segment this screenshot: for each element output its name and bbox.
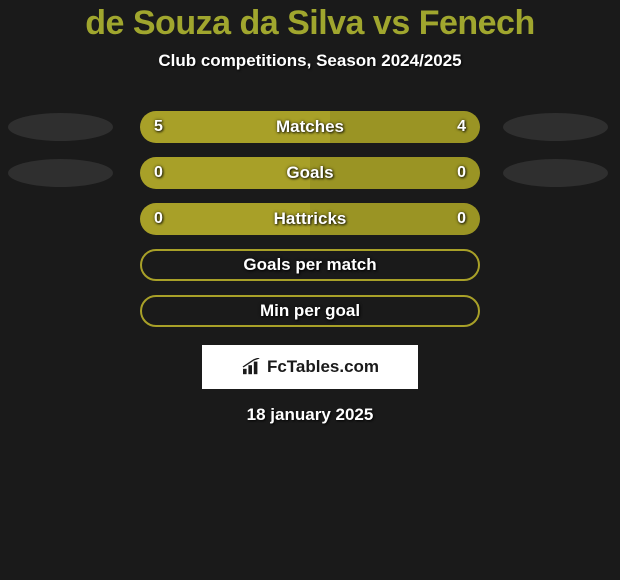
bar-fill-left	[140, 157, 310, 189]
stat-row: Goals per match	[0, 249, 620, 281]
stat-bar: 0 0 Goals	[140, 157, 480, 189]
flag-ellipse-right	[503, 159, 608, 187]
stat-value-left: 0	[154, 164, 163, 182]
stat-label: Matches	[276, 117, 344, 137]
page-title: de Souza da Silva vs Fenech	[0, 4, 620, 43]
comparison-card: de Souza da Silva vs Fenech Club competi…	[0, 0, 620, 425]
stat-bar: Min per goal	[140, 295, 480, 327]
footer-date: 18 january 2025	[0, 405, 620, 425]
stat-label: Goals	[286, 163, 333, 183]
flag-ellipse-right	[503, 113, 608, 141]
bar-fill-right	[310, 157, 480, 189]
stat-value-right: 0	[457, 164, 466, 182]
stat-bar: 0 0 Hattricks	[140, 203, 480, 235]
stat-label: Goals per match	[243, 255, 376, 275]
stat-label: Min per goal	[260, 301, 360, 321]
stat-label: Hattricks	[274, 209, 347, 229]
stat-row: Min per goal	[0, 295, 620, 327]
stat-row: 0 0 Hattricks	[0, 203, 620, 235]
stat-value-left: 0	[154, 210, 163, 228]
flag-ellipse-left	[8, 113, 113, 141]
stat-row: 0 0 Goals	[0, 157, 620, 189]
stat-bar: Goals per match	[140, 249, 480, 281]
player-a-name: de Souza da Silva	[85, 4, 364, 42]
subtitle: Club competitions, Season 2024/2025	[0, 51, 620, 71]
stat-bar: 5 4 Matches	[140, 111, 480, 143]
watermark-text: FcTables.com	[267, 357, 379, 377]
stat-value-left: 5	[154, 118, 163, 136]
stat-row: 5 4 Matches	[0, 111, 620, 143]
stat-value-right: 4	[457, 118, 466, 136]
watermark: FcTables.com	[202, 345, 418, 389]
vs-separator: vs	[373, 4, 410, 42]
flag-ellipse-left	[8, 159, 113, 187]
stat-value-right: 0	[457, 210, 466, 228]
player-b-name: Fenech	[419, 4, 535, 42]
stat-rows: 5 4 Matches 0 0 Goals 0 0 Hattricks Goals per mat…	[0, 111, 620, 327]
bar-chart-icon	[241, 358, 263, 376]
